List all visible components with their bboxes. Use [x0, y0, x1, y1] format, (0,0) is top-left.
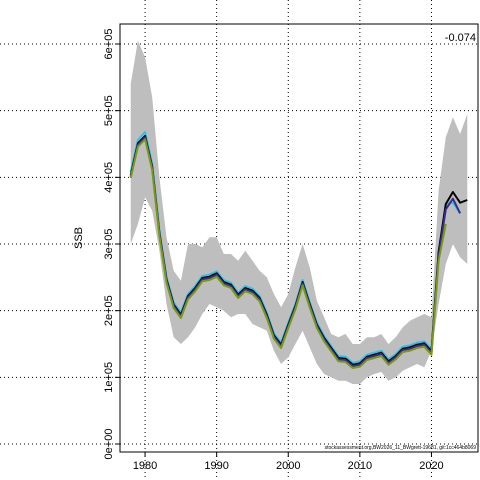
x-tick-label: 2020 — [419, 460, 443, 472]
y-tick-label: 1e+05 — [103, 362, 115, 393]
series-line-4 — [129, 138, 447, 369]
y-axis-title: SSB — [73, 227, 85, 249]
x-axis: 1980 1990 2000 2010 2020 — [133, 452, 444, 472]
y-axis: 0e+00 1e+05 2e+05 3e+05 4e+05 5e+05 6e+05 — [103, 29, 120, 460]
confidence-band — [130, 40, 468, 384]
y-tick-label: 3e+05 — [103, 229, 115, 260]
source-note: stockassessment.org,BW2026_11_BWgrett-19… — [325, 445, 477, 451]
y-tick-label: 2e+05 — [103, 295, 115, 326]
y-tick-label: 0e+00 — [103, 429, 115, 460]
x-tick-label: 2000 — [276, 460, 300, 472]
x-tick-label: 2010 — [348, 460, 372, 472]
corner-value-label: -0.074 — [445, 32, 476, 44]
series-lines — [129, 131, 468, 369]
y-tick-label: 6e+05 — [103, 29, 115, 60]
x-tick-label: 1990 — [204, 460, 228, 472]
plot-border — [119, 23, 479, 453]
y-tick-label: 5e+05 — [103, 95, 115, 126]
x-tick-label: 1980 — [133, 460, 157, 472]
y-tick-label: 4e+05 — [103, 162, 115, 193]
